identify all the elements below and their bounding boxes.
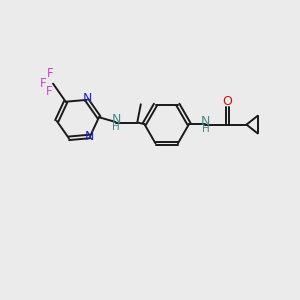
Text: H: H (112, 122, 120, 132)
Text: F: F (46, 85, 53, 98)
Text: H: H (202, 124, 209, 134)
Text: N: N (85, 130, 94, 143)
Text: F: F (39, 77, 46, 90)
Text: N: N (83, 92, 92, 106)
Text: N: N (201, 115, 210, 128)
Text: F: F (47, 67, 54, 80)
Text: O: O (222, 95, 232, 108)
Text: N: N (111, 113, 121, 126)
